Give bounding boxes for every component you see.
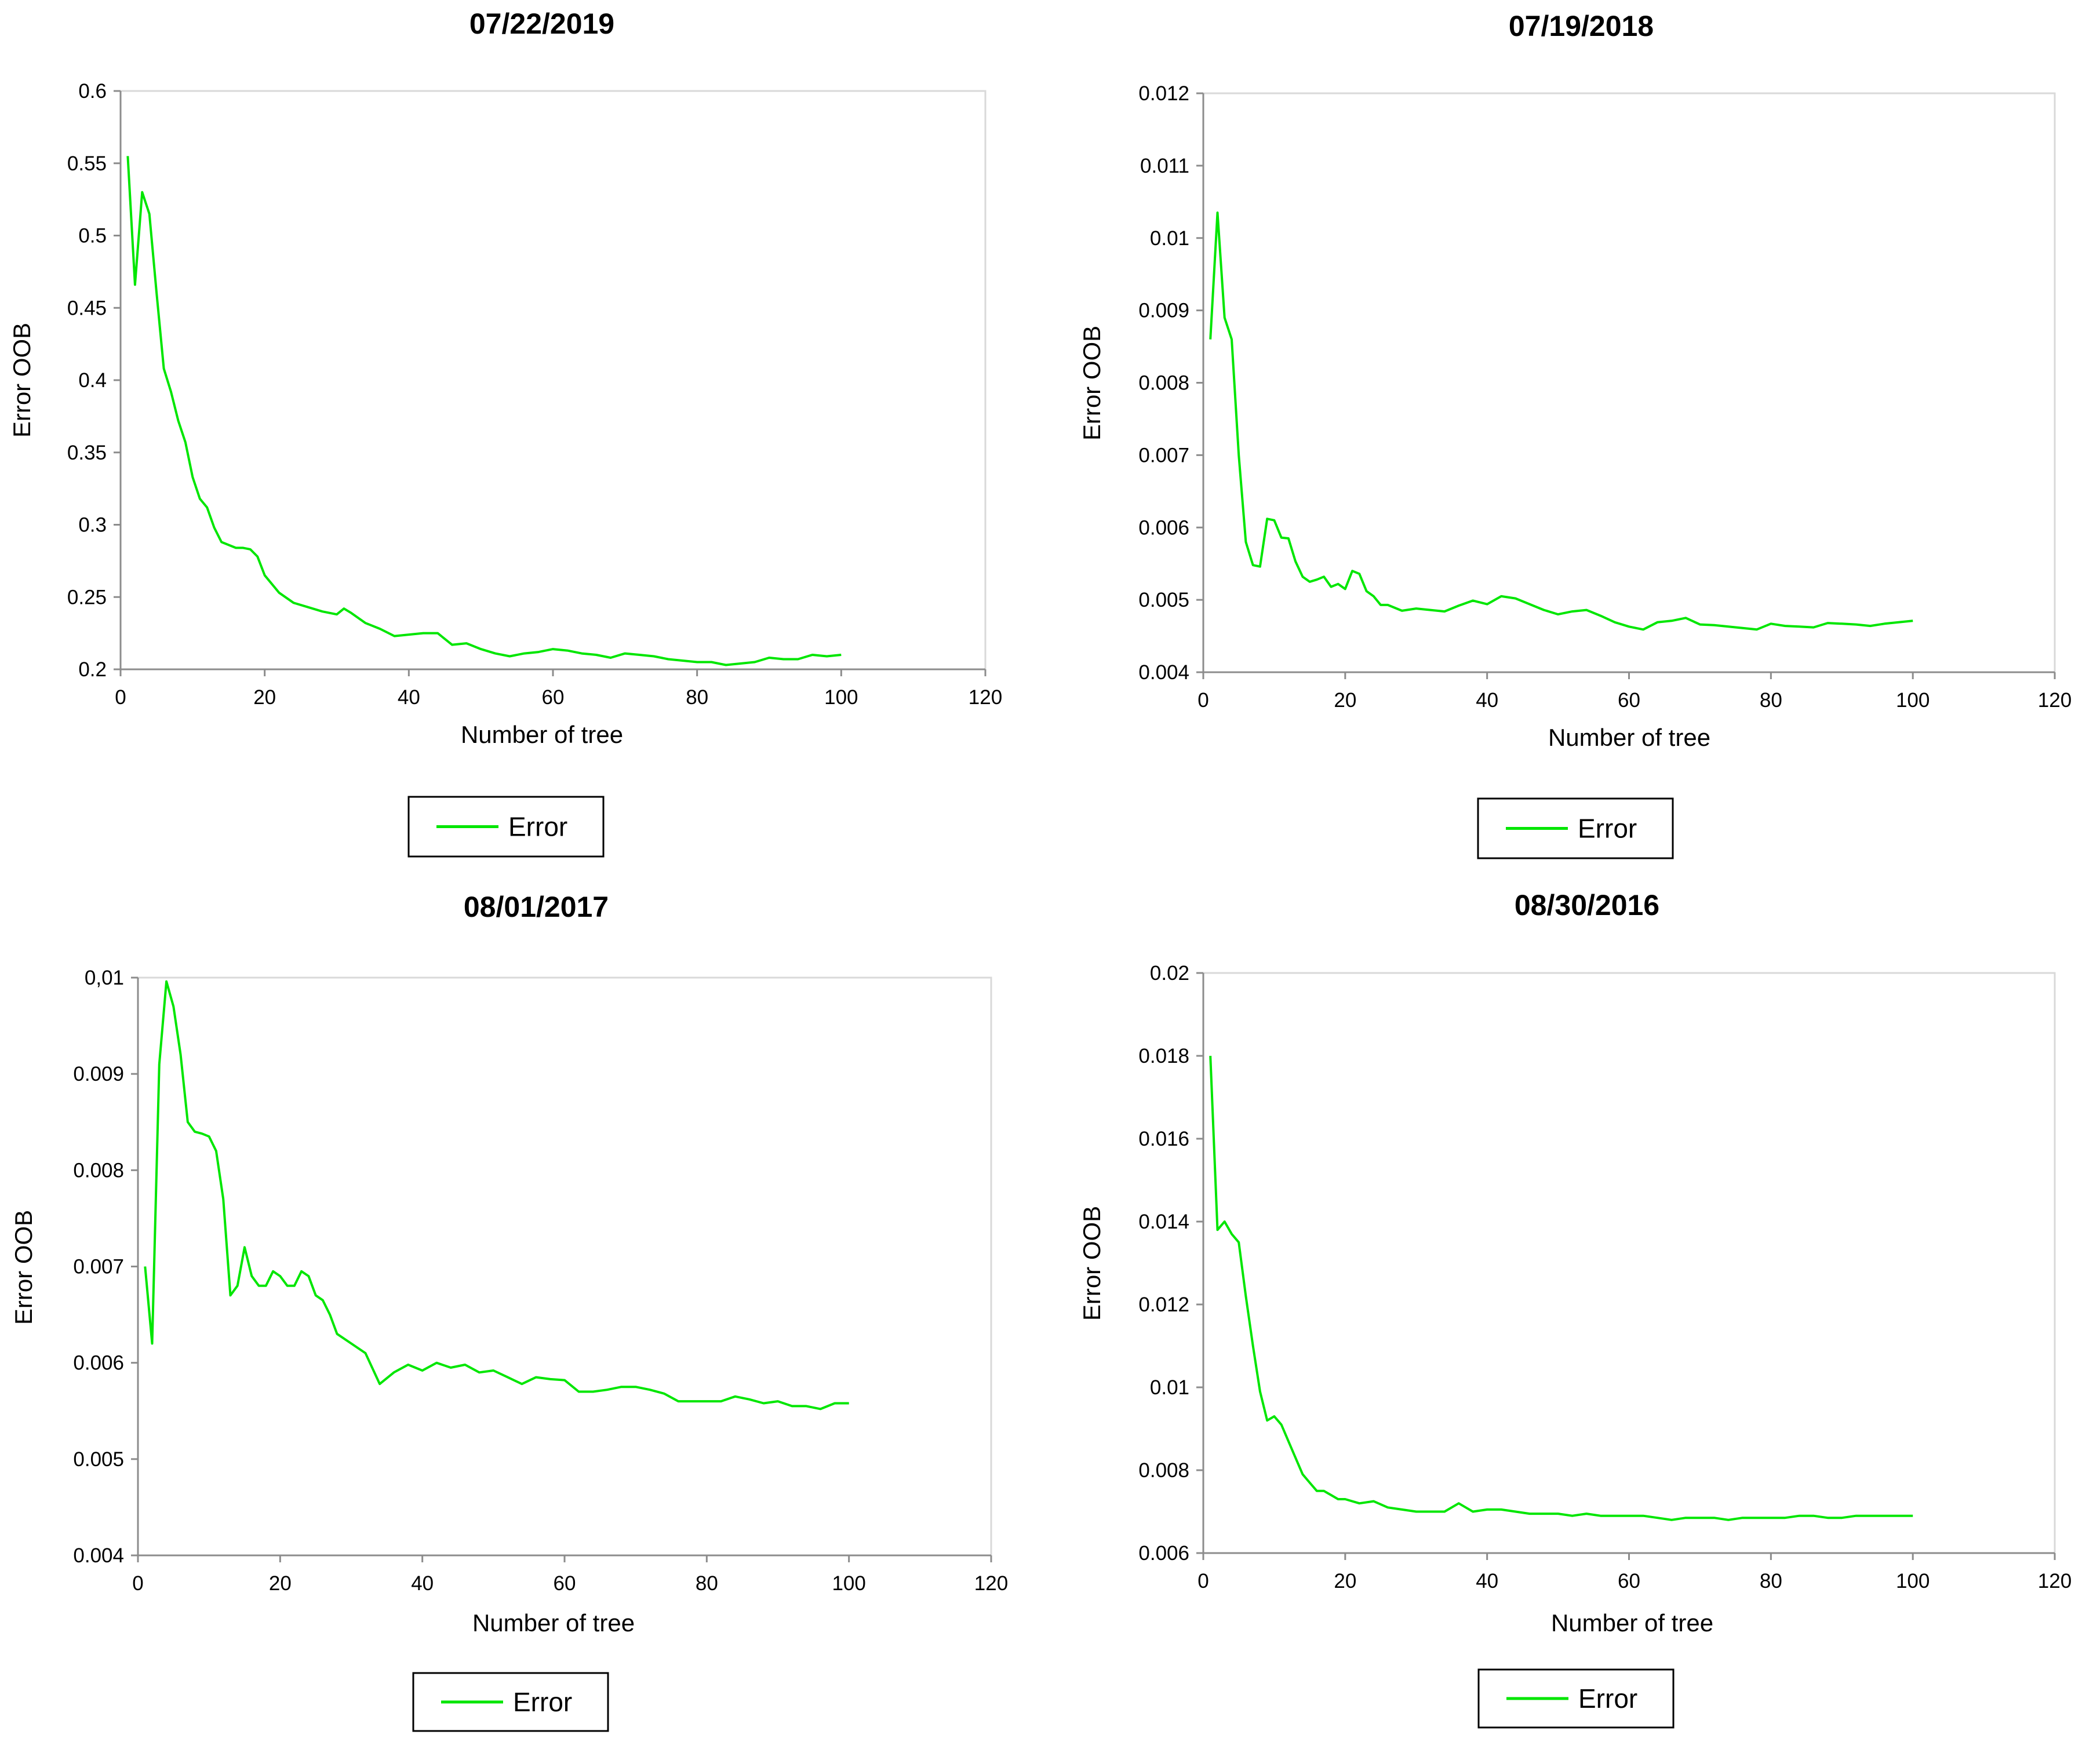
- y-tick-label: 0.007: [1138, 444, 1189, 466]
- y-tick-label: 0,01: [85, 967, 124, 989]
- x-tick-label: 120: [974, 1572, 1008, 1595]
- x-tick-label: 20: [253, 686, 276, 709]
- y-axis-label: Error OOB: [1078, 1206, 1105, 1321]
- x-tick-label: 40: [398, 686, 420, 709]
- plot-area-frame: [1202, 972, 2056, 1554]
- legend-label: Error: [1578, 814, 1637, 844]
- y-axis-label: Error OOB: [1078, 326, 1105, 440]
- y-tick-label: 0.008: [1138, 372, 1189, 395]
- chart-2016: 08/30/2016 0.006 0.008 0.01 0.012 0.014 0.016 0…: [1078, 889, 2072, 1729]
- x-tick-label: 20: [1334, 689, 1356, 712]
- error-series-line: [144, 980, 849, 1411]
- y-tick-label: 0.25: [67, 586, 107, 608]
- y-tick-label: 0.012: [1138, 1293, 1189, 1316]
- y-tick-label: 0.012: [1138, 82, 1189, 105]
- x-tick-label: 80: [1760, 1570, 1782, 1592]
- y-axis-label: Error OOB: [8, 323, 35, 438]
- legend: Error: [1477, 797, 1674, 859]
- x-axis-label: Number of tree: [461, 721, 623, 748]
- y-tick-label: 0.009: [1138, 300, 1189, 322]
- x-axis-label: Number of tree: [1551, 1609, 1713, 1637]
- legend: Error: [407, 796, 605, 858]
- y-tick-label: 0.45: [67, 297, 107, 319]
- x-tick-label: 80: [686, 686, 708, 709]
- y-tick-label: 0.008: [1138, 1459, 1189, 1482]
- plot-area-frame: [137, 976, 992, 1557]
- x-tick-label: 40: [411, 1572, 434, 1595]
- y-axis-label: Error OOB: [10, 1210, 37, 1325]
- legend-box: [407, 796, 605, 858]
- x-tick-label: 0: [115, 686, 126, 709]
- x-tick-label: 20: [269, 1572, 292, 1595]
- chart-panel-2016: 08/30/2016 0.006 0.008 0.01 0.012 0.014 0.016 0…: [1047, 882, 2093, 1764]
- x-tick-label: 120: [2038, 689, 2072, 712]
- y-tick-label: 0.014: [1138, 1211, 1189, 1233]
- x-tick-label: 80: [696, 1572, 718, 1595]
- x-axis-label: Number of tree: [472, 1609, 635, 1637]
- y-tick-label: 0.2: [78, 658, 107, 681]
- x-tick-label: 60: [554, 1572, 576, 1595]
- y-tick-label: 0.55: [67, 152, 107, 175]
- chart-2017: 08/01/2017 0.004 0.005 0.006 0.007 0.008 0.009…: [10, 891, 1008, 1732]
- error-series-line: [126, 156, 842, 666]
- x-tick-label: 120: [969, 686, 1002, 709]
- y-tick-label: 0.018: [1138, 1045, 1189, 1067]
- y-tick-label: 0.01: [1150, 1376, 1189, 1399]
- y-tick-label: 0.01: [1150, 227, 1189, 250]
- plot-area-frame: [119, 90, 987, 670]
- y-tick-label: 0.3: [78, 514, 107, 537]
- y-tick-label: 0.4: [78, 369, 107, 392]
- x-tick-label: 80: [1760, 689, 1782, 712]
- legend-label: Error: [1578, 1683, 1637, 1714]
- x-axis-label: Number of tree: [1548, 724, 1710, 751]
- x-tick-label: 60: [1618, 689, 1640, 712]
- chart-title-2017: 08/01/2017: [464, 891, 609, 923]
- y-tick-label: 0.006: [1138, 1542, 1189, 1565]
- x-tick-label: 60: [542, 686, 565, 709]
- chart-title-2018: 07/19/2018: [1509, 10, 1654, 42]
- chart-title-2016: 08/30/2016: [1515, 889, 1659, 921]
- chart-title-2019: 07/22/2019: [469, 8, 614, 40]
- x-tick-label: 120: [2038, 1570, 2072, 1592]
- chart-panel-2019: 07/22/2019 0.2 0.25 0.3 0.35 0.4 0.45 0.5 0.55 0.…: [0, 0, 1046, 882]
- y-tick-label: 0.007: [73, 1256, 124, 1278]
- chart-panel-2017: 08/01/2017 0.004 0.005 0.006 0.007 0.008 0.009…: [0, 882, 1046, 1764]
- y-tick-label: 0.02: [1150, 962, 1189, 985]
- y-tick-label: 0.016: [1138, 1128, 1189, 1150]
- x-tick-label: 60: [1618, 1570, 1640, 1592]
- y-tick-label: 0.008: [73, 1159, 124, 1182]
- y-tick-label: 0.005: [1138, 589, 1189, 611]
- chart-2019: 07/22/2019 0.2 0.25 0.3 0.35 0.4 0.45 0.5 0.55 0.…: [8, 8, 1002, 858]
- y-tick-label: 0.006: [73, 1352, 124, 1375]
- chart-panel-2018: 07/19/2018 0.004 0.005 0.006 0.007 0.008 0.009…: [1047, 0, 2093, 882]
- error-series-line: [1209, 1055, 1913, 1521]
- y-tick-label: 0.005: [73, 1448, 124, 1471]
- x-tick-label: 100: [1896, 689, 1930, 712]
- x-tick-label: 0: [1197, 689, 1209, 712]
- y-tick-label: 0.009: [73, 1063, 124, 1085]
- y-tick-label: 0.006: [1138, 516, 1189, 539]
- error-series-line: [1209, 212, 1913, 631]
- y-tick-label: 0.5: [78, 225, 107, 247]
- y-tick-label: 0.004: [73, 1544, 124, 1567]
- x-tick-label: 0: [132, 1572, 143, 1595]
- legend: Error: [1477, 1668, 1675, 1729]
- x-tick-label: 0: [1197, 1570, 1209, 1592]
- chart-2018: 07/19/2018 0.004 0.005 0.006 0.007 0.008 0.009…: [1078, 10, 2072, 859]
- x-tick-label: 20: [1334, 1570, 1356, 1592]
- x-tick-label: 100: [832, 1572, 865, 1595]
- y-tick-label: 0.35: [67, 442, 107, 464]
- y-tick-label: 0.004: [1138, 661, 1189, 684]
- legend-label: Error: [508, 812, 567, 842]
- y-tick-label: 0.011: [1140, 155, 1189, 177]
- x-tick-label: 100: [1896, 1570, 1930, 1592]
- x-tick-label: 100: [824, 686, 858, 709]
- x-tick-label: 40: [1476, 689, 1498, 712]
- legend-label: Error: [513, 1687, 572, 1717]
- legend: Error: [412, 1672, 609, 1732]
- y-tick-label: 0.6: [78, 80, 107, 103]
- x-tick-label: 40: [1476, 1570, 1498, 1592]
